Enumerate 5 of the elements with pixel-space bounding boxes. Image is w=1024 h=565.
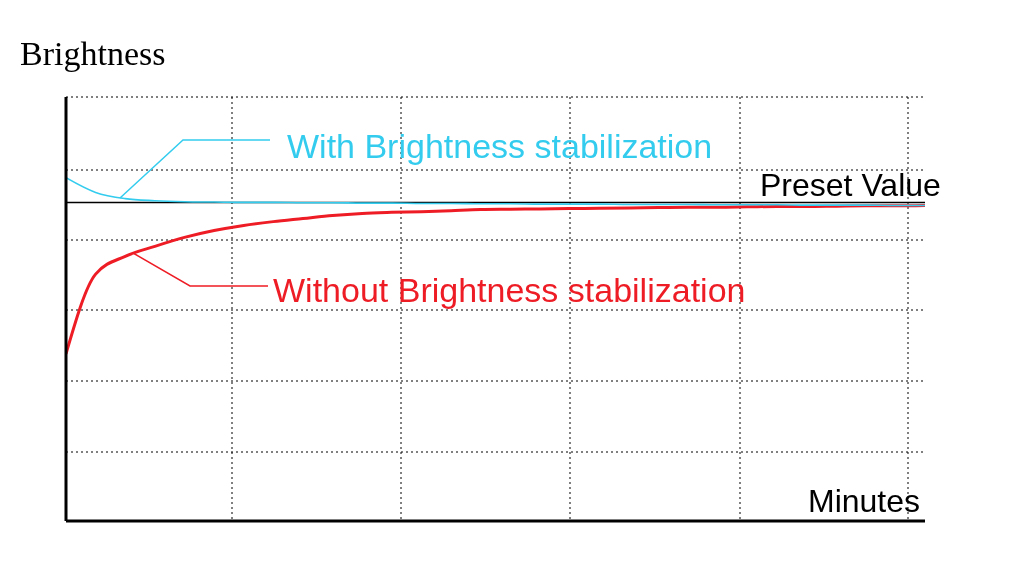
ref-line-label: Preset Value — [760, 167, 941, 204]
y-axis-title: Brightness — [20, 35, 166, 72]
legend-label: With Brightness stabilization — [287, 127, 713, 165]
x-axis-title: Minutes — [808, 483, 921, 519]
legend-label: Without Brightness stabilization — [273, 271, 746, 309]
